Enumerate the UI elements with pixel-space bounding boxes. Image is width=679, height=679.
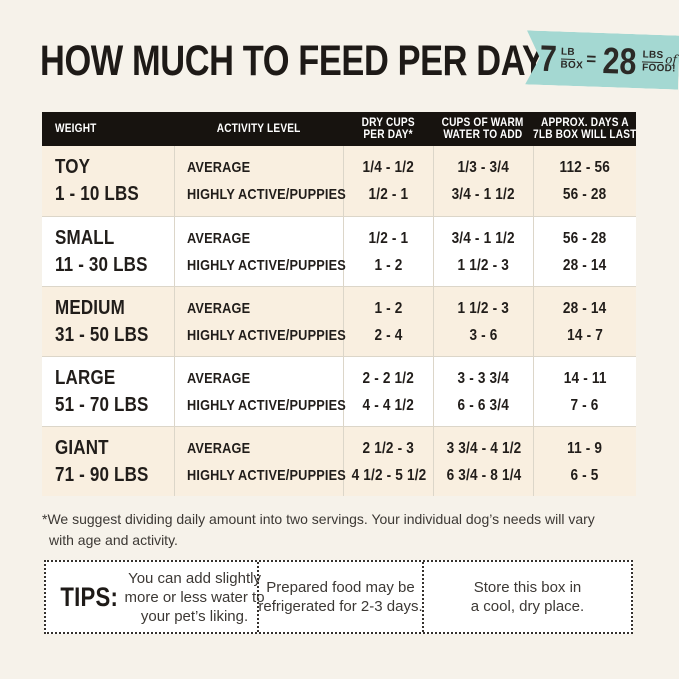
weight-cell: LARGE 51 - 70 LBS [42, 357, 174, 426]
header-cell-dry-cups: DRY CUPS PER DAY* [361, 116, 415, 142]
weight-cell: MEDIUM 31 - 50 LBS [42, 287, 174, 356]
footnote: *We suggest dividing daily amount into t… [42, 509, 595, 551]
badge-equals-sign: = [585, 49, 597, 69]
activity-cell: AVERAGE HIGHLY ACTIVE/PUPPIES [174, 217, 346, 286]
activity-cell: AVERAGE HIGHLY ACTIVE/PUPPIES [174, 287, 346, 356]
header-activity-label: ACTIVITY LEVEL [216, 122, 301, 135]
header-weight-label: WEIGHT [55, 122, 97, 135]
header-cell-activity: ACTIVITY LEVEL [174, 112, 343, 146]
activity-cell: AVERAGE HIGHLY ACTIVE/PUPPIES [174, 427, 346, 496]
weight-range-label: 71 - 90 LBS [55, 463, 149, 486]
days-cell: 11 - 9 6 - 5 [533, 427, 636, 496]
activity-average-label: AVERAGE [187, 159, 251, 176]
days-cell: 56 - 28 28 - 14 [533, 217, 636, 286]
activity-cell: AVERAGE HIGHLY ACTIVE/PUPPIES [174, 357, 346, 426]
dry-cups-cell: 1/2 - 1 1 - 2 [343, 217, 433, 286]
weight-size-label: SMALL [55, 226, 115, 249]
header-cell-water: CUPS OF WARM WATER TO ADD [442, 116, 524, 142]
water-cell: 3 3/4 - 4 1/2 6 3/4 - 8 1/4 [433, 427, 533, 496]
dry-cups-cell: 1 - 2 2 - 4 [343, 287, 433, 356]
table-header-row: WEIGHT ACTIVITY LEVEL DRY CUPS PER DAY* … [42, 112, 636, 146]
tip-item-refrigerate: Prepared food may be refrigerated for 2-… [257, 562, 423, 632]
tips-label: TIPS: [60, 581, 118, 612]
days-cell: 112 - 56 56 - 28 [533, 146, 636, 216]
dry-cups-cell: 1/4 - 1/2 1/2 - 1 [343, 146, 433, 216]
badge-food-weight: 28 [602, 39, 638, 82]
weight-cell: GIANT 71 - 90 LBS [42, 427, 174, 496]
tips-label-cell: TIPS: [46, 562, 132, 632]
weight-cell: SMALL 11 - 30 LBS [42, 217, 174, 286]
table-row-small: SMALL 11 - 30 LBS AVERAGE HIGHLY ACTIVE/… [42, 216, 636, 286]
footnote-line-1: *We suggest dividing daily amount into t… [42, 511, 595, 527]
weight-cell: TOY 1 - 10 LBS [42, 146, 174, 216]
weight-range-label: 31 - 50 LBS [55, 323, 149, 346]
dry-cups-cell: 2 1/2 - 3 4 1/2 - 5 1/2 [343, 427, 433, 496]
badge-box-unit: LB BOX [560, 47, 583, 71]
tip-item-water: You can add slightly more or less water … [124, 569, 265, 625]
water-cell: 3 - 3 3/4 6 - 6 3/4 [433, 357, 533, 426]
weight-range-label: 1 - 10 LBS [55, 183, 139, 205]
days-cell: 14 - 11 7 - 6 [533, 357, 636, 426]
badge-box-weight: 7 [539, 37, 558, 79]
badge-lb-label: LB [560, 46, 576, 58]
weight-size-label: GIANT [55, 436, 109, 459]
tip-item-storage: Store this box in a cool, dry place. [422, 562, 631, 632]
badge-food-unit: LBS of FOOD! [642, 50, 677, 74]
header-cell-weight: WEIGHT [42, 112, 174, 146]
weight-range-label: 11 - 30 LBS [55, 253, 148, 276]
equivalence-badge: 7 LB BOX = 28 LBS of FOOD! [525, 30, 679, 89]
activity-active-label: HIGHLY ACTIVE/PUPPIES [187, 186, 346, 203]
badge-box-label: BOX [560, 59, 584, 71]
table-row-medium: MEDIUM 31 - 50 LBS AVERAGE HIGHLY ACTIVE… [42, 286, 636, 356]
page-title-text: HOW MUCH TO FEED PER DAY [40, 37, 545, 85]
weight-size-label: TOY [55, 156, 91, 178]
water-cell: 3/4 - 1 1/2 1 1/2 - 3 [433, 217, 533, 286]
water-cell: 1 1/2 - 3 3 - 6 [433, 287, 533, 356]
table-row-giant: GIANT 71 - 90 LBS AVERAGE HIGHLY ACTIVE/… [42, 426, 636, 496]
footnote-line-2: with age and activity. [49, 532, 178, 548]
activity-cell: AVERAGE HIGHLY ACTIVE/PUPPIES [174, 146, 346, 216]
weight-size-label: LARGE [55, 366, 116, 389]
water-cell: 1/3 - 3/4 3/4 - 1 1/2 [433, 146, 533, 216]
table-row-toy: TOY 1 - 10 LBS AVERAGE HIGHLY ACTIVE/PUP… [42, 146, 636, 216]
days-cell: 28 - 14 14 - 7 [533, 287, 636, 356]
badge-of-script: of [665, 51, 678, 67]
page-title: HOW MUCH TO FEED PER DAY [40, 40, 671, 83]
feeding-table: WEIGHT ACTIVITY LEVEL DRY CUPS PER DAY* … [42, 112, 636, 496]
dry-cups-cell: 2 - 2 1/2 4 - 4 1/2 [343, 357, 433, 426]
badge-lbs-label: LBS [642, 48, 664, 61]
weight-size-label: MEDIUM [55, 296, 125, 319]
table-row-large: LARGE 51 - 70 LBS AVERAGE HIGHLY ACTIVE/… [42, 356, 636, 426]
weight-range-label: 51 - 70 LBS [55, 393, 149, 416]
header-cell-days: APPROX. DAYS A 7LB BOX WILL LAST [532, 116, 637, 142]
tips-box: TIPS: You can add slightly more or less … [44, 560, 633, 634]
